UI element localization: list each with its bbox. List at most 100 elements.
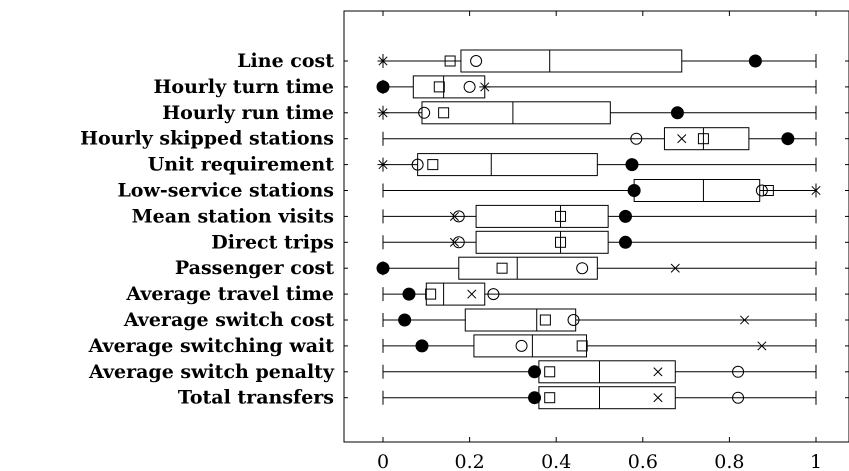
filled-circle-marker: [618, 235, 632, 249]
cross-marker: [479, 82, 491, 92]
cross-marker: [449, 211, 459, 221]
iqr-box: [538, 386, 676, 410]
cross-stroke: [449, 237, 459, 247]
box-row: Direct trips: [211, 230, 817, 254]
square-marker: [555, 236, 567, 248]
category-label: Average switch penalty: [88, 361, 335, 383]
square-marker: [438, 107, 450, 119]
category-label: Total transfers: [178, 387, 334, 409]
box-row: Average travel time: [125, 282, 817, 306]
filled-circle-marker: [625, 158, 639, 172]
iqr-box: [663, 127, 750, 151]
square-marker: [576, 340, 588, 352]
category-label: Unit requirement: [148, 154, 335, 176]
iqr-box: [425, 282, 486, 306]
open-circle-marker: [732, 391, 745, 404]
square-marker: [544, 392, 556, 404]
open-circle-marker: [463, 80, 476, 93]
filled-circle-marker: [402, 287, 416, 301]
box-row: Mean station visits: [132, 204, 817, 228]
open-circle-marker: [732, 365, 745, 378]
category-label: Mean station visits: [132, 205, 334, 227]
open-circle-marker: [515, 339, 528, 352]
box-rows: Line cost Hourly turn time Hourly run time…: [80, 49, 821, 410]
iqr-box: [458, 256, 598, 280]
open-circle-marker: [418, 106, 431, 119]
iqr-box: [473, 334, 588, 358]
open-circle-marker: [755, 184, 768, 197]
category-label: Direct trips: [211, 231, 334, 253]
iqr-box: [460, 49, 683, 73]
cross-marker: [670, 263, 680, 273]
filled-circle-marker: [376, 80, 390, 94]
open-circle-marker: [411, 158, 424, 171]
square-marker: [496, 262, 508, 274]
box-row: Unit requirement: [148, 153, 817, 177]
filled-circle-marker: [781, 132, 795, 146]
square-marker: [444, 55, 456, 67]
category-label: Average travel time: [125, 283, 334, 305]
cross-marker: [449, 237, 459, 247]
open-circle-marker: [452, 210, 465, 223]
square-marker: [433, 81, 445, 93]
iqr-box: [421, 101, 611, 125]
cross-stroke: [653, 367, 663, 377]
cross-stroke: [449, 211, 459, 221]
category-label: Low-service stations: [117, 180, 334, 202]
square-marker: [427, 159, 439, 171]
category-label: Passenger cost: [175, 257, 334, 279]
plot-frame: [343, 10, 849, 443]
filled-circle-marker: [398, 313, 412, 327]
iqr-box: [412, 75, 486, 99]
open-circle-marker: [452, 236, 465, 249]
category-label: Average switching wait: [88, 335, 335, 357]
iqr-box: [633, 179, 761, 202]
filled-circle-marker: [748, 54, 762, 68]
filled-circle-marker: [415, 339, 429, 353]
cross-stroke: [740, 315, 750, 325]
cross-stroke: [653, 393, 663, 403]
cross-stroke: [757, 341, 767, 351]
cross-marker: [377, 160, 389, 170]
box-row: Line cost: [237, 49, 817, 73]
box-row: Average switch cost: [123, 308, 817, 332]
x-axis: 0 0.2 0.4 0.6 0.8 1: [344, 11, 849, 471]
cross-marker: [740, 315, 750, 325]
filled-circle-marker: [670, 106, 684, 120]
cross-marker: [467, 289, 477, 299]
cross-marker: [677, 134, 687, 144]
cross-marker: [377, 56, 389, 66]
x-tick-label: 0.6: [628, 451, 658, 471]
box-row: Average switching wait: [88, 334, 817, 358]
iqr-box: [475, 230, 609, 254]
filled-circle-marker: [627, 184, 641, 197]
x-tick-label: 0.8: [714, 451, 744, 471]
iqr-box: [538, 360, 676, 384]
square-marker: [425, 288, 437, 300]
square-marker: [697, 133, 709, 145]
square-marker: [555, 210, 567, 222]
filled-circle-marker: [528, 391, 542, 405]
open-circle-marker: [470, 55, 483, 67]
iqr-box: [417, 153, 598, 177]
x-tick-label: 1: [810, 451, 822, 471]
category-label: Hourly run time: [162, 102, 334, 124]
open-circle-marker: [567, 314, 580, 326]
category-label: Line cost: [237, 50, 334, 72]
iqr-box: [475, 204, 609, 228]
cross-stroke: [677, 134, 687, 144]
x-tick-label: 0.4: [541, 451, 571, 471]
category-label: Average switch cost: [123, 309, 334, 331]
open-circle-marker: [487, 288, 500, 301]
box-row: Total transfers: [178, 386, 817, 410]
cross-stroke: [467, 289, 477, 299]
category-label: Hourly turn time: [153, 76, 334, 98]
box-row: Low-service stations: [117, 179, 821, 202]
cross-marker: [377, 108, 389, 118]
box-row: Average switch penalty: [88, 360, 817, 384]
cross-marker: [757, 341, 767, 351]
filled-circle-marker: [528, 365, 542, 379]
filled-circle-marker: [618, 209, 632, 223]
